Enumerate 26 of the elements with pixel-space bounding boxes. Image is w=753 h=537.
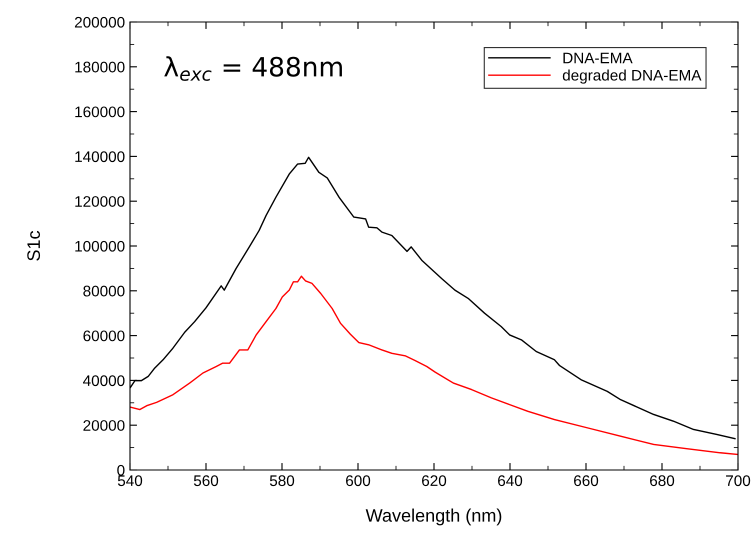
x-tick-label: 540 [118, 475, 142, 486]
x-tick-label: 680 [650, 475, 674, 486]
y-tick-label: 180000 [75, 62, 125, 72]
y-tick-label: 140000 [75, 151, 125, 162]
x-tick-label: 660 [574, 475, 598, 486]
x-axis-title: Wavelength (nm) [366, 508, 502, 526]
annotation: λ$_{exc}$ = 488nm [164, 56, 342, 81]
y-tick-label: 40000 [83, 375, 125, 386]
y-tick-label: 100000 [75, 240, 125, 252]
y-tick-label: 160000 [75, 106, 125, 118]
y-tick-label: 200000 [74, 16, 125, 28]
x-tick-label: 560 [194, 475, 218, 486]
x-tick-label: 700 [726, 475, 750, 486]
x-tick-label: 640 [498, 475, 522, 486]
x-tick-label: 580 [270, 475, 294, 486]
line-series [130, 276, 738, 456]
y-tick-label: 80000 [83, 286, 125, 296]
legend-label: degraded DNA-EMA [562, 69, 702, 84]
y-tick-label: 120000 [75, 196, 125, 207]
y-axis-title: S1c [27, 230, 40, 261]
legend-label: DNA-EMA [563, 52, 633, 64]
y-tick-label: 0 [117, 464, 125, 476]
x-tick-label: 620 [422, 475, 446, 486]
y-tick-label: 60000 [83, 330, 125, 342]
y-tick-label: 20000 [83, 420, 125, 431]
x-tick-label: 600 [346, 475, 370, 486]
